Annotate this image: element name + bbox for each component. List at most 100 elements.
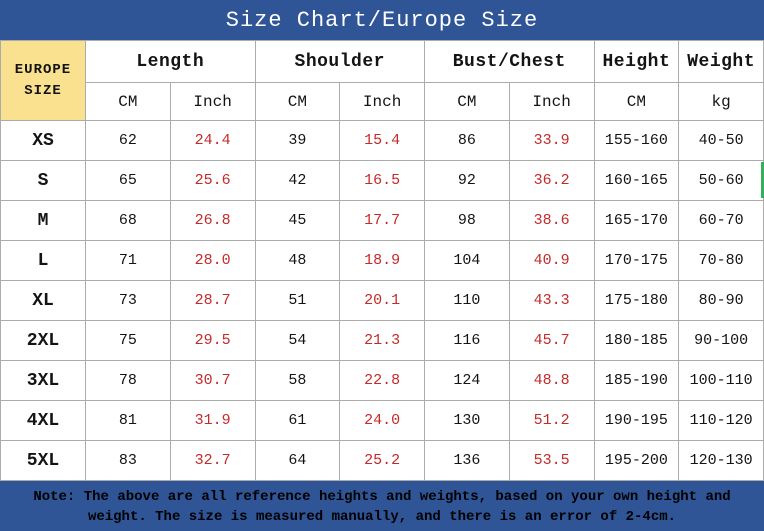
size-cell: 3XL [0, 360, 86, 401]
value-cell: 83 [85, 440, 171, 481]
value-cell: 100-110 [678, 360, 764, 401]
value-cell: 165-170 [593, 200, 680, 241]
value-cell: 36.2 [508, 160, 595, 201]
unit-header: Inch [508, 82, 595, 121]
value-cell: 39 [254, 120, 341, 161]
value-cell: 45.7 [508, 320, 595, 361]
value-cell: 21.3 [339, 320, 425, 361]
page-title: Size Chart/Europe Size [225, 7, 539, 33]
value-cell: 175-180 [593, 280, 680, 321]
value-cell: 70-80 [678, 240, 764, 281]
value-cell: 62 [85, 120, 171, 161]
table-row-3xl: 3XL 78 30.7 58 22.8 124 48.8 185-190 100-110 [0, 360, 764, 401]
value-cell: 190-195 [593, 400, 680, 441]
size-cell: 5XL [0, 440, 86, 481]
table-row-5xl: 5XL 83 32.7 64 25.2 136 53.5 195-200 120-130 [0, 440, 764, 481]
value-cell: 20.1 [339, 280, 425, 321]
value-cell: 104 [424, 240, 510, 281]
value-cell: 42 [254, 160, 341, 201]
value-cell: 30.7 [169, 360, 256, 401]
table-row-l: L 71 28.0 48 18.9 104 40.9 170-175 70-80 [0, 240, 764, 281]
size-cell: S [0, 160, 86, 201]
unit-header: CM [85, 82, 171, 121]
unit-header: Inch [169, 82, 256, 121]
size-cell: XL [0, 280, 86, 321]
size-cell: XS [0, 120, 86, 161]
size-cell: M [0, 200, 86, 241]
table-row-4xl: 4XL 81 31.9 61 24.0 130 51.2 190-195 110-120 [0, 400, 764, 441]
unit-header: kg [678, 82, 764, 121]
value-cell: 24.4 [169, 120, 256, 161]
value-cell: 136 [424, 440, 510, 481]
value-cell: 17.7 [339, 200, 425, 241]
corner-header-europe-size: EUROPE SIZE [0, 40, 86, 121]
value-cell: 124 [424, 360, 510, 401]
footer-note-line-1: Note: The above are all reference height… [33, 488, 731, 505]
value-cell: 43.3 [508, 280, 595, 321]
value-cell: 90-100 [678, 320, 764, 361]
value-cell: 24.0 [339, 400, 425, 441]
value-cell: 78 [85, 360, 171, 401]
size-cell: 2XL [0, 320, 86, 361]
table-row-xs: XS 62 24.4 39 15.4 86 33.9 155-160 40-50 [0, 120, 764, 161]
value-cell: 40-50 [678, 120, 764, 161]
value-cell: 58 [254, 360, 341, 401]
value-cell: 51 [254, 280, 341, 321]
table-row-xl: XL 73 28.7 51 20.1 110 43.3 175-180 80-90 [0, 280, 764, 321]
value-cell: 18.9 [339, 240, 425, 281]
column-group-bust-chest: Bust/Chest [424, 40, 595, 83]
corner-header-line: EUROPE [14, 61, 72, 78]
value-cell: 120-130 [678, 440, 764, 481]
screen-edge-artifact [761, 162, 764, 198]
value-cell: 45 [254, 200, 341, 241]
value-cell: 60-70 [678, 200, 764, 241]
value-cell: 180-185 [593, 320, 680, 361]
value-cell: 64 [254, 440, 341, 481]
value-cell: 68 [85, 200, 171, 241]
value-cell: 81 [85, 400, 171, 441]
value-cell: 80-90 [678, 280, 764, 321]
value-cell: 51.2 [508, 400, 595, 441]
footer-note: Note: The above are all reference height… [0, 481, 764, 531]
value-cell: 33.9 [508, 120, 595, 161]
value-cell: 170-175 [593, 240, 680, 281]
value-cell: 98 [424, 200, 510, 241]
value-cell: 116 [424, 320, 510, 361]
value-cell: 61 [254, 400, 341, 441]
value-cell: 86 [424, 120, 510, 161]
value-cell: 53.5 [508, 440, 595, 481]
value-cell: 65 [85, 160, 171, 201]
table-row-s: S 65 25.6 42 16.5 92 36.2 160-165 50-60 [0, 160, 764, 201]
value-cell: 75 [85, 320, 171, 361]
unit-header: CM [593, 82, 680, 121]
value-cell: 29.5 [169, 320, 256, 361]
value-cell: 110-120 [678, 400, 764, 441]
size-chart-table: EUROPE SIZE Length Shoulder Bust/Chest Height… [0, 40, 764, 481]
value-cell: 110 [424, 280, 510, 321]
value-cell: 22.8 [339, 360, 425, 401]
value-cell: 48 [254, 240, 341, 281]
column-group-shoulder: Shoulder [254, 40, 425, 83]
unit-header: CM [424, 82, 510, 121]
value-cell: 50-60 [678, 160, 764, 201]
size-cell: L [0, 240, 86, 281]
value-cell: 71 [85, 240, 171, 281]
value-cell: 155-160 [593, 120, 680, 161]
column-group-height: Height [593, 40, 680, 83]
value-cell: 28.0 [169, 240, 256, 281]
corner-header-line: SIZE [24, 82, 62, 99]
column-group-weight: Weight [678, 40, 764, 83]
value-cell: 48.8 [508, 360, 595, 401]
value-cell: 32.7 [169, 440, 256, 481]
value-cell: 160-165 [593, 160, 680, 201]
value-cell: 26.8 [169, 200, 256, 241]
column-group-length: Length [85, 40, 256, 83]
value-cell: 25.6 [169, 160, 256, 201]
value-cell: 31.9 [169, 400, 256, 441]
value-cell: 185-190 [593, 360, 680, 401]
value-cell: 25.2 [339, 440, 425, 481]
value-cell: 92 [424, 160, 510, 201]
value-cell: 195-200 [593, 440, 680, 481]
unit-header: Inch [339, 82, 425, 121]
